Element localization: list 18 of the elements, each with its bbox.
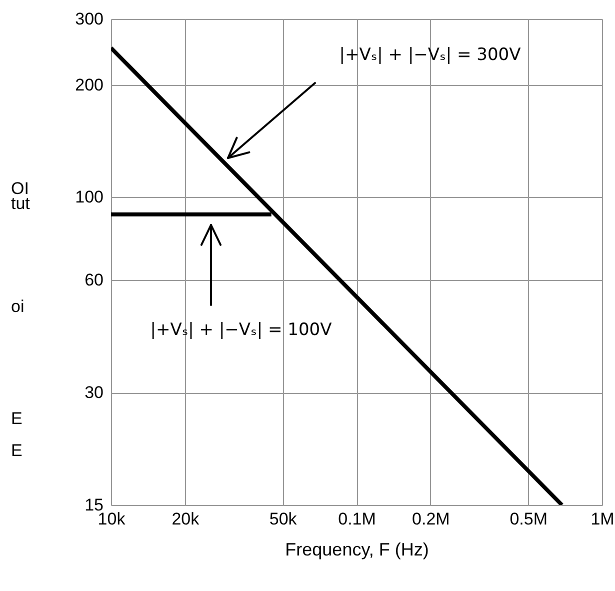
text: E — [11, 441, 22, 460]
annotation: |+Vₛ| + |−Vₛ| = 300V — [339, 45, 522, 65]
x-tick-label: 0.5M — [510, 510, 548, 528]
x-tick-label: 0.2M — [412, 510, 450, 528]
annotation: |+Vₛ| + |−Vₛ| = 100V — [150, 320, 332, 340]
text: E — [11, 409, 22, 428]
x-tick-label: 50k — [269, 510, 298, 528]
x-tick-label: 20k — [172, 510, 200, 528]
y-tick-label: 60 — [84, 270, 104, 290]
y-tick-label: 100 — [75, 188, 104, 207]
y-tick-label: 30 — [84, 383, 104, 402]
text: oi — [11, 297, 24, 316]
x-tick-label: 1M — [590, 510, 614, 528]
x-tick-label: 0.1M — [338, 510, 376, 528]
y-tick-label: 200 — [75, 75, 104, 94]
x-axis-title: Frequency, F (Hz) — [285, 540, 429, 560]
x-tick-label: 10k — [98, 510, 126, 528]
y-tick-label: 300 — [75, 10, 104, 28]
